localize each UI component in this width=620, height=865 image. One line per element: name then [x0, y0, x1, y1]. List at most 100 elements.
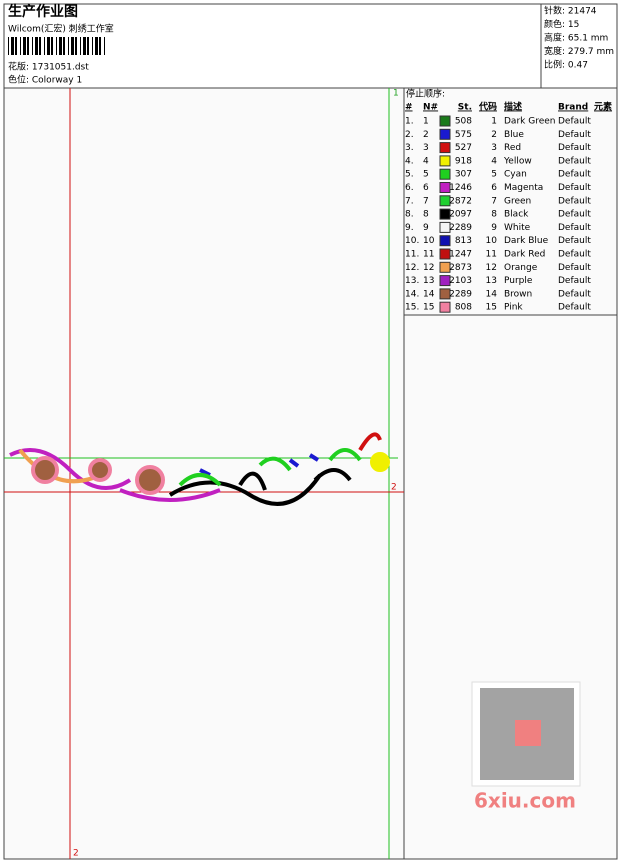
bar [68, 37, 69, 55]
color-swatch [439, 142, 451, 154]
code: 4 [491, 156, 497, 166]
code: 8 [491, 210, 497, 220]
color-swatch [439, 288, 451, 300]
stitches: 2289 [449, 223, 472, 233]
brand: Default [558, 210, 591, 220]
bar [35, 37, 38, 55]
stitches: 813 [455, 236, 472, 246]
description: Brown [504, 289, 532, 299]
color-swatch [439, 168, 451, 180]
needle: 8 [423, 210, 429, 220]
color-swatch [439, 235, 451, 247]
brand: Default [558, 263, 591, 273]
bar [47, 37, 50, 55]
needle: 10 [423, 236, 435, 246]
bar [92, 37, 93, 55]
stitches: 2289 [449, 289, 472, 299]
stitches: 1246 [449, 183, 472, 193]
code: 15 [486, 303, 497, 313]
code: 6 [491, 183, 497, 193]
bar [8, 37, 9, 55]
brand: Default [558, 250, 591, 260]
description: Green [504, 196, 531, 206]
needle: 12 [423, 263, 434, 273]
stitches: 2872 [449, 196, 472, 206]
code: 2 [491, 130, 497, 140]
bar [75, 37, 77, 55]
brand: Default [558, 156, 591, 166]
color-swatch [439, 248, 451, 260]
description: Pink [504, 303, 523, 313]
bar [83, 37, 86, 55]
description: Blue [504, 130, 524, 140]
row-index: 8. [405, 210, 414, 220]
row-index: 15. [405, 303, 419, 313]
code: 3 [491, 143, 497, 153]
row-index: 13. [405, 276, 419, 286]
code: 7 [491, 196, 497, 206]
needle: 6 [423, 183, 429, 193]
bar [80, 37, 81, 55]
bar [87, 37, 89, 55]
row-index: 2. [405, 130, 414, 140]
stitches: 575 [455, 130, 472, 140]
needle: 1 [423, 117, 429, 127]
color-swatch [439, 208, 451, 220]
description: Purple [504, 276, 533, 286]
title: 生产作业图 [8, 3, 78, 20]
bar [23, 37, 26, 55]
column-header: 元素 [594, 101, 612, 113]
needle: 7 [423, 196, 429, 206]
needle: 11 [423, 250, 434, 260]
stitches: 2103 [449, 276, 472, 286]
color-swatch [439, 182, 451, 193]
brand: Default [558, 196, 591, 206]
bar [59, 37, 62, 55]
code: 13 [486, 276, 497, 286]
column-header: 代码 [478, 101, 497, 113]
row-index: 9. [405, 223, 414, 233]
color-swatch [439, 128, 451, 140]
info-line: 针数: 21474 [544, 5, 597, 17]
brand: Default [558, 130, 591, 140]
row-index: 10. [405, 236, 419, 246]
description: Dark Blue [504, 236, 549, 246]
description: White [504, 223, 531, 233]
description: Black [504, 210, 529, 220]
needle: 4 [423, 156, 429, 166]
bar [71, 37, 74, 55]
column-header: 描述 [504, 101, 522, 113]
code: 5 [491, 170, 497, 180]
stitches: 2873 [449, 263, 472, 273]
description: Orange [504, 263, 538, 273]
marker: 2 [73, 849, 79, 859]
stitches: 508 [455, 117, 472, 127]
needle: 5 [423, 170, 429, 180]
description: Dark Red [504, 250, 545, 260]
color-swatch [439, 275, 451, 287]
colorway: 色位: Colorway 1 [8, 74, 82, 86]
row-index: 14. [405, 289, 419, 299]
bar [99, 37, 101, 55]
embroidery-design [9, 432, 390, 506]
brand: Default [558, 170, 591, 180]
code: 1 [491, 117, 497, 127]
brand: Default [558, 143, 591, 153]
description: Yellow [503, 156, 532, 166]
row-index: 3. [405, 143, 414, 153]
stitches: 307 [455, 170, 472, 180]
code: 11 [486, 250, 497, 260]
info-line: 比例: 0.47 [544, 59, 588, 71]
column-header: Brand [558, 103, 588, 113]
subtitle: Wilcom(汇宏) 刺绣工作室 [8, 23, 114, 35]
description: Red [504, 143, 521, 153]
stitches: 918 [455, 156, 472, 166]
bar [104, 37, 105, 55]
description: Dark Green [504, 117, 555, 127]
needle: 3 [423, 143, 429, 153]
barcode [8, 37, 105, 55]
info-box [540, 3, 618, 89]
needle: 13 [423, 276, 434, 286]
code: 12 [486, 263, 497, 273]
